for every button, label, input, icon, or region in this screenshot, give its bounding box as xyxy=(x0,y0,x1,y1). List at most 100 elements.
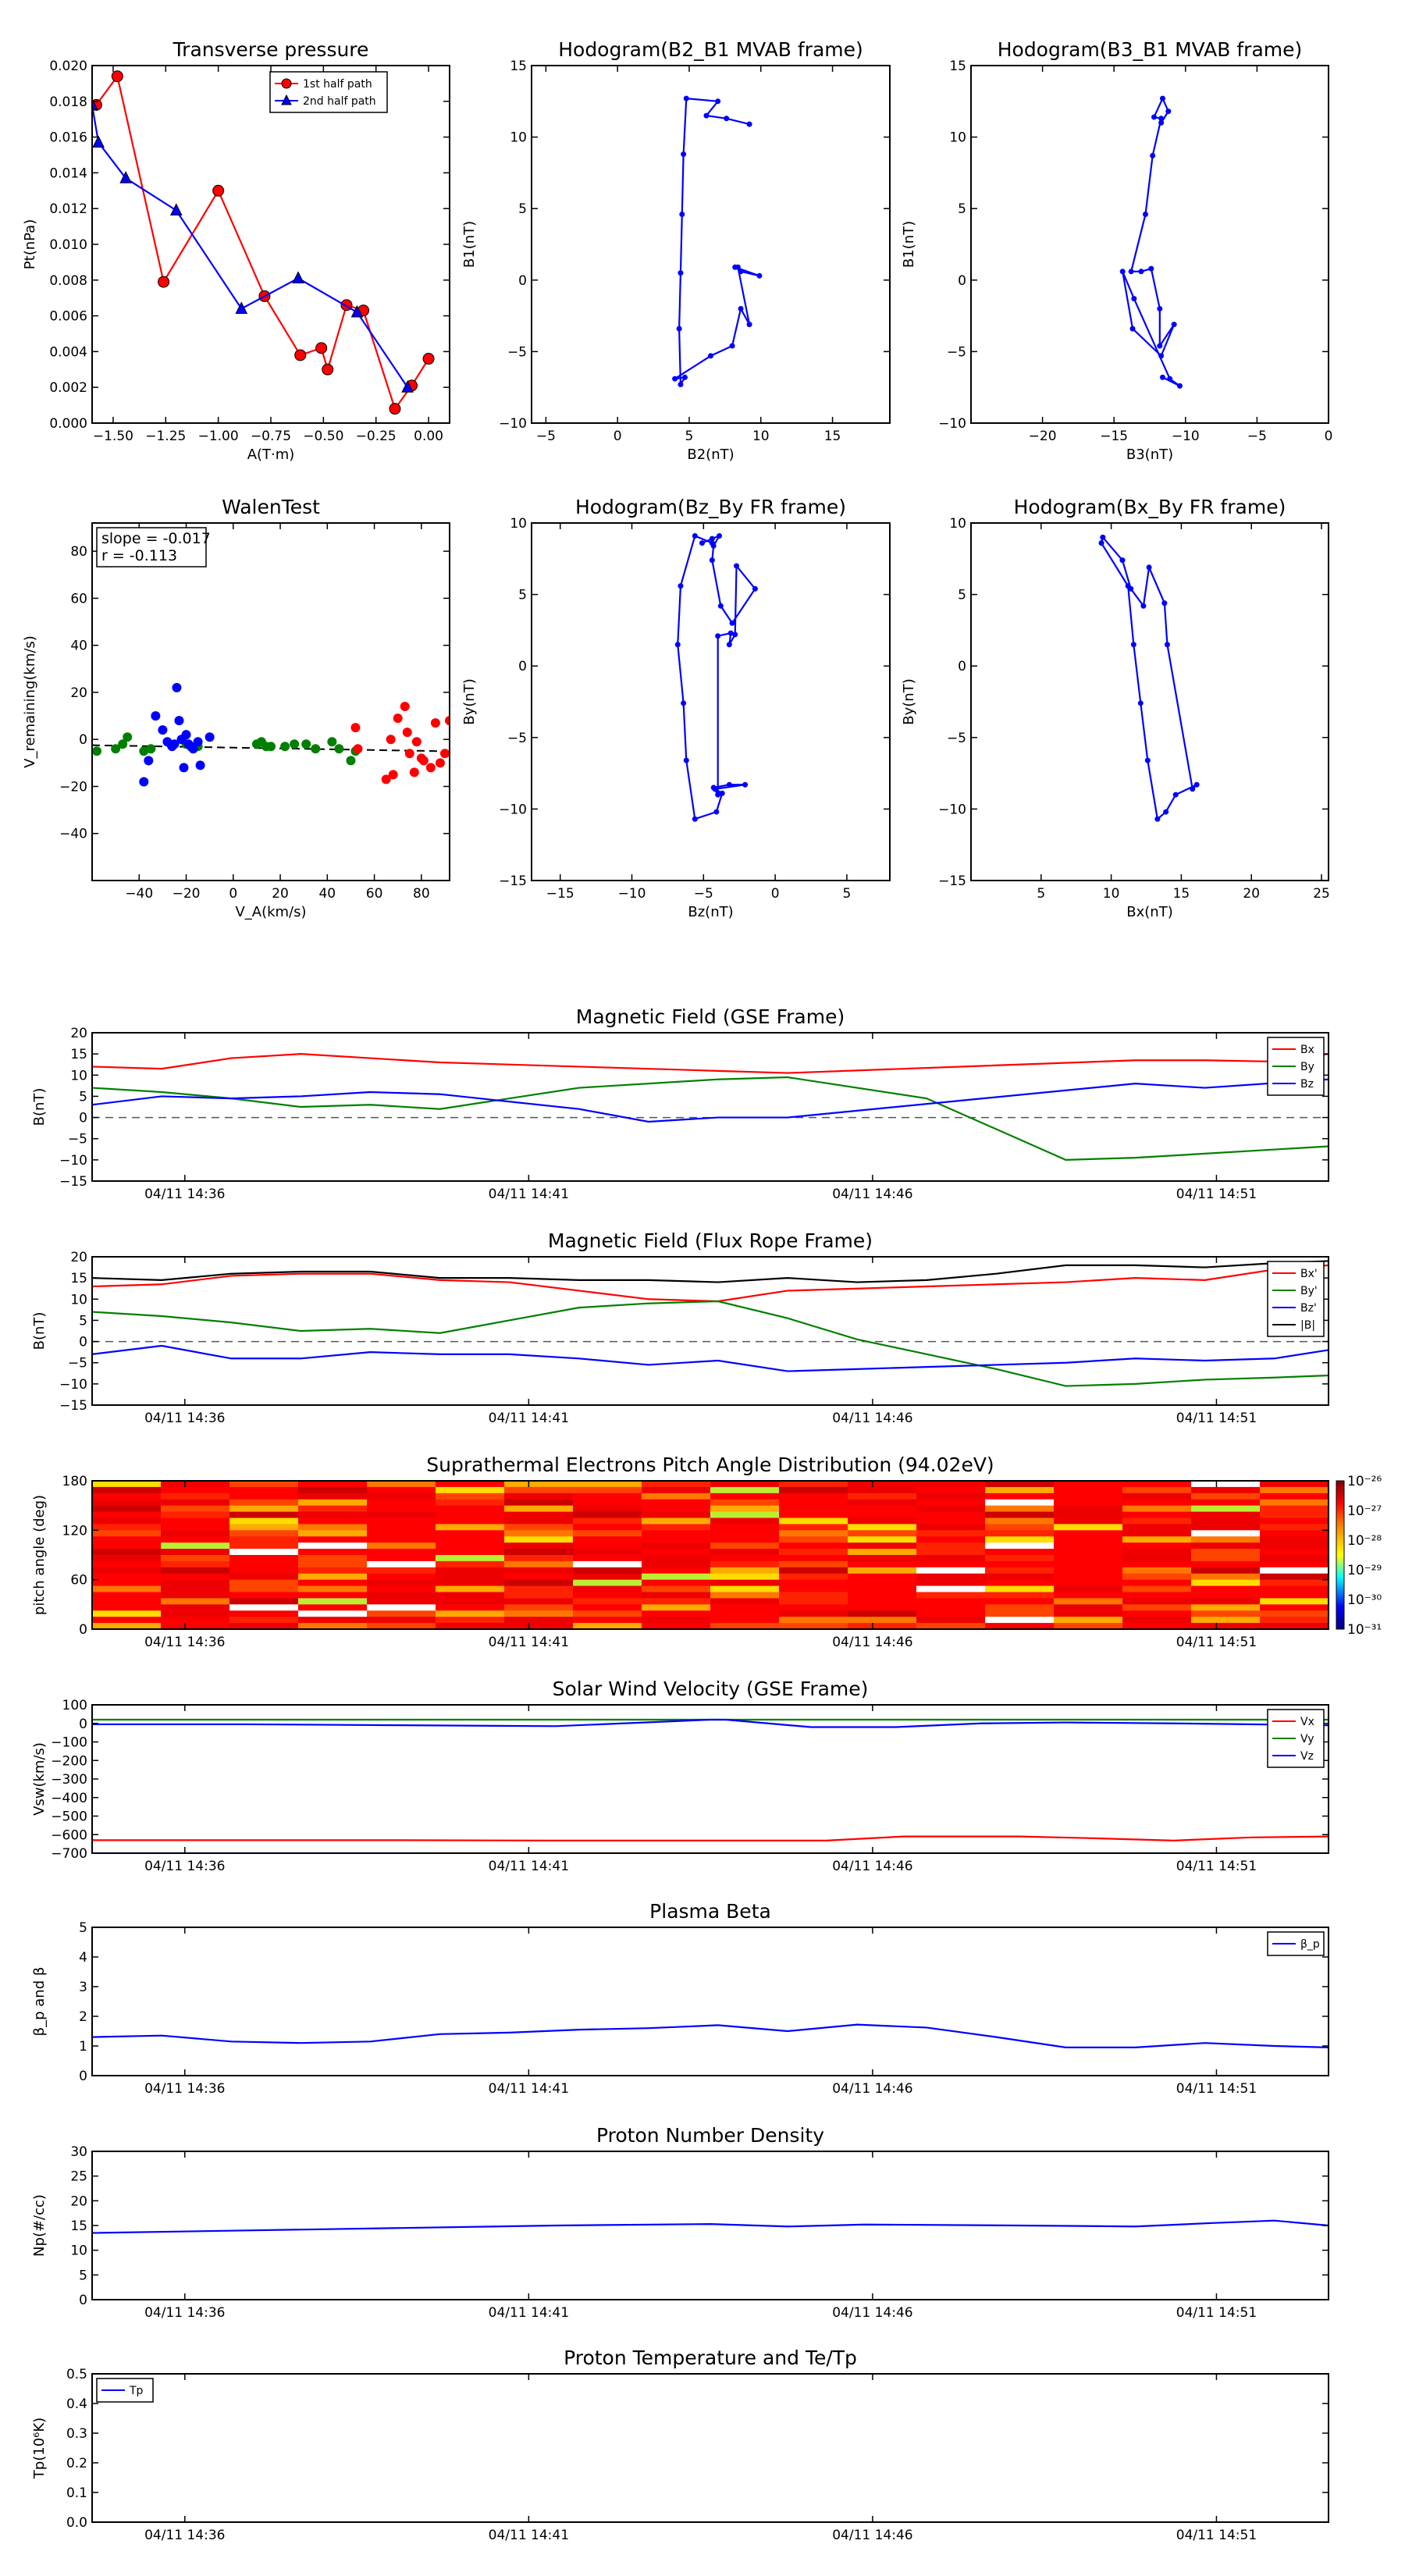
heatmap-cell xyxy=(573,1536,642,1543)
heatmap-cell xyxy=(916,1549,986,1556)
heatmap-cell xyxy=(642,1549,711,1556)
y-axis-label: B1(nT) xyxy=(461,221,478,268)
data-point xyxy=(1158,116,1165,122)
x-tick-label: 0 xyxy=(229,886,237,902)
data-point xyxy=(1131,296,1137,302)
y-tick-label: −10 xyxy=(59,1377,87,1393)
y-tick-label: 0.0 xyxy=(66,2515,87,2531)
heatmap-cell xyxy=(229,1579,299,1587)
heatmap-cell xyxy=(573,1486,642,1494)
heatmap-cell xyxy=(1054,1499,1123,1507)
heatmap-cell xyxy=(1191,1617,1261,1624)
heatmap-cell xyxy=(229,1555,299,1562)
y-tick-label: −10 xyxy=(938,416,966,432)
y-tick-label: 100 xyxy=(62,1698,87,1713)
heatmap-cell xyxy=(1191,1481,1261,1488)
colorbar-label: 10⁻²⁸ xyxy=(1347,1533,1382,1549)
heatmap-cell xyxy=(1054,1579,1123,1587)
data-point xyxy=(678,270,684,276)
heatmap-cell xyxy=(436,1567,505,1574)
data-point xyxy=(681,151,687,158)
heatmap-cell xyxy=(916,1610,986,1617)
heatmap-cell xyxy=(92,1555,162,1562)
plot-area xyxy=(92,1718,1329,1841)
heatmap-cell xyxy=(1054,1598,1123,1605)
legend-label: Vy xyxy=(1300,1733,1314,1745)
x-tick-label: −10 xyxy=(618,886,646,902)
heatmap-cell xyxy=(1122,1481,1192,1488)
y-tick-label: 20 xyxy=(70,2194,87,2209)
data-point xyxy=(713,809,720,815)
data-point xyxy=(111,744,121,754)
heatmap-cell xyxy=(573,1524,642,1531)
heatmap-cell xyxy=(161,1486,230,1494)
heatmap-cell xyxy=(1122,1511,1192,1518)
heatmap-cell xyxy=(848,1549,917,1556)
heatmap-cell xyxy=(642,1567,711,1574)
y-tick-label: 20 xyxy=(70,685,87,701)
axes-frame xyxy=(970,65,1329,424)
heatmap-cell xyxy=(367,1517,436,1525)
y-tick-label: 120 xyxy=(62,1523,87,1539)
plot-area xyxy=(92,2219,1329,2234)
y-tick-label: −400 xyxy=(51,1791,87,1806)
heatmap-cell xyxy=(1122,1610,1192,1617)
heatmap-cell xyxy=(1260,1530,1329,1537)
data-point xyxy=(188,744,198,754)
heatmap-cell xyxy=(436,1604,505,1611)
legend-label: Bx' xyxy=(1300,1268,1318,1280)
series-line xyxy=(92,105,409,388)
x-tick-label: 80 xyxy=(413,886,430,902)
heatmap-cell xyxy=(298,1573,368,1581)
heatmap-cell xyxy=(1191,1499,1261,1507)
heatmap-cell xyxy=(1122,1617,1192,1624)
heatmap-cell xyxy=(779,1617,848,1624)
heatmap-cell xyxy=(229,1585,299,1592)
data-point xyxy=(311,744,321,754)
data-point xyxy=(1171,322,1177,328)
heatmap-cell xyxy=(779,1560,848,1568)
heatmap-cell xyxy=(436,1511,505,1518)
heatmap-cell xyxy=(642,1610,711,1617)
heatmap-cell xyxy=(367,1486,436,1494)
heatmap-cell xyxy=(436,1560,505,1568)
y-tick-label: 5 xyxy=(79,1089,87,1105)
y-tick-label: 180 xyxy=(62,1474,87,1489)
heatmap-cell xyxy=(1122,1549,1192,1556)
y-tick-label: −5 xyxy=(68,1356,87,1372)
y-tick-label: 1 xyxy=(79,2039,87,2055)
heatmap-cell xyxy=(229,1517,299,1525)
heatmap-cell xyxy=(1122,1486,1192,1494)
data-point xyxy=(389,403,401,415)
heatmap-cell xyxy=(642,1617,711,1624)
heatmap-cell xyxy=(298,1549,368,1556)
x-tick-label: −40 xyxy=(125,886,153,902)
heatmap-cell xyxy=(916,1530,986,1537)
heatmap-cell xyxy=(710,1555,780,1562)
data-point xyxy=(1163,809,1169,815)
data-point xyxy=(1161,600,1168,607)
heatmap-cell xyxy=(848,1536,917,1543)
heatmap-cell xyxy=(848,1481,917,1488)
heatmap-cell xyxy=(642,1493,711,1500)
data-point xyxy=(92,135,105,148)
heatmap-cell xyxy=(298,1524,368,1531)
heatmap-cell xyxy=(710,1623,780,1630)
heatmap-cell xyxy=(1054,1505,1123,1513)
y-tick-label: 15 xyxy=(510,59,527,74)
heatmap-cell xyxy=(985,1598,1055,1605)
heatmap-cell xyxy=(1191,1517,1261,1525)
data-point xyxy=(266,742,276,752)
heatmap-cell xyxy=(1191,1549,1261,1556)
x-tick-label: 04/11 14:41 xyxy=(489,2305,569,2321)
heatmap-cell xyxy=(298,1505,368,1513)
heatmap-cell xyxy=(504,1623,574,1630)
panel-bgse: Magnetic Field (GSE Frame) 04/11 14:36 04/… xyxy=(31,1005,1329,1202)
y-tick-label: −600 xyxy=(51,1827,87,1843)
plot-area xyxy=(92,1053,1329,1161)
annotation-text: r = -0.113 xyxy=(101,547,177,564)
heatmap-cell xyxy=(92,1517,162,1525)
x-tick-label: 04/11 14:46 xyxy=(832,1859,912,1874)
series-line xyxy=(92,1260,1329,1283)
chart-title: WalenTest xyxy=(222,496,320,518)
